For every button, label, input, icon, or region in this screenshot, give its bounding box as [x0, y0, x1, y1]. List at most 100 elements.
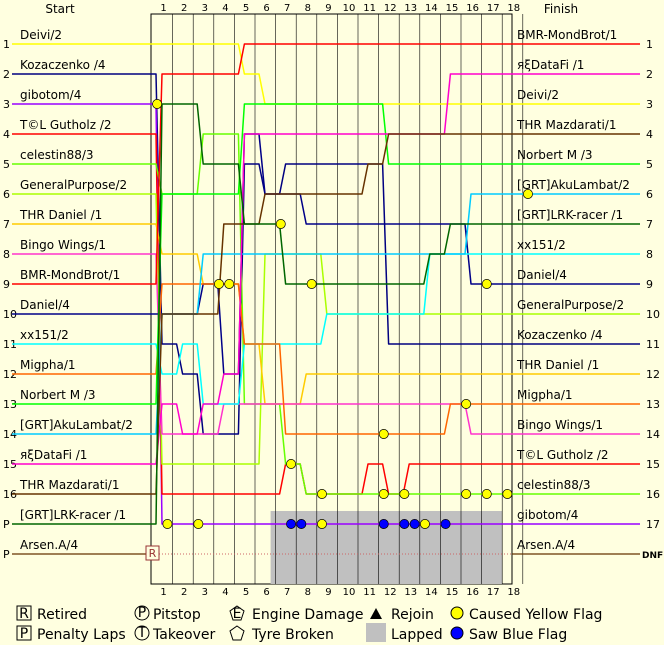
lap-tick-bottom: 6: [263, 587, 269, 598]
finish-driver-name: [GRT]AkuLambat/2: [517, 178, 630, 192]
series-line: [12, 73, 640, 465]
lap-tick-bottom: 14: [425, 587, 438, 598]
start-driver-name: Kozaczenko /4: [20, 58, 106, 72]
rejoin-triangle-icon: [370, 608, 382, 619]
series-line: [12, 43, 640, 285]
lap-ticks: 1122334455667788991010111112121313141415…: [160, 3, 520, 598]
start-position-label: P: [3, 548, 10, 561]
plot-area: [150, 13, 513, 585]
lap-tick-top: 4: [222, 3, 228, 14]
start-position-label: 5: [3, 158, 10, 171]
finish-driver-name: gibotom/4: [517, 508, 578, 522]
lap-tick-top: 18: [507, 3, 520, 14]
yellow-flag-marker: [152, 99, 163, 109]
start-position-label: 12: [3, 368, 17, 381]
blue-flag-marker: [440, 519, 451, 529]
lap-tick-top: 16: [466, 3, 479, 14]
start-driver-name: яξDataFi /1: [20, 448, 87, 462]
yellow-legend-label: Caused Yellow Flag: [469, 607, 602, 623]
lap-tick-bottom: 4: [222, 587, 228, 598]
lap-tick-top: 7: [284, 3, 290, 14]
finish-driver-name: T©L Gutholz /2: [516, 448, 609, 462]
yellow-flag-icon: [450, 606, 464, 620]
lap-tick-bottom: 1: [160, 587, 166, 598]
start-driver-name: GeneralPurpose/2: [20, 178, 127, 192]
penalty-legend-label: Penalty Laps: [37, 627, 126, 643]
start-position-label: 16: [3, 488, 17, 501]
finish-position-label: 8: [646, 248, 653, 261]
yellow-flag-marker: [317, 519, 327, 529]
legend: R Retired P Penalty Laps P Pitstop T Tak…: [16, 605, 602, 643]
start-position-label: 8: [3, 248, 10, 261]
start-driver-name: Norbert M /3: [20, 388, 96, 402]
lap-tick-top: 12: [384, 3, 397, 14]
lap-tick-top: 13: [404, 3, 417, 14]
start-driver-name: Deivi/2: [20, 28, 62, 42]
yellow-flag-marker: [502, 489, 513, 499]
finish-driver-name: яξDataFi /1: [517, 58, 584, 72]
start-position-label: P: [3, 518, 10, 531]
lap-tick-bottom: 10: [343, 587, 356, 598]
lapped-legend-label: Lapped: [391, 627, 443, 643]
grid-lines: [172, 14, 524, 584]
lap-tick-bottom: 17: [487, 587, 500, 598]
retired-legend-symbol: R: [19, 606, 29, 622]
start-driver-name: THR Daniel /1: [19, 208, 102, 222]
pitstop-legend-symbol: P: [138, 605, 146, 621]
pitstop-legend-label: Pitstop: [153, 607, 201, 623]
lap-tick-bottom: 8: [305, 587, 311, 598]
finish-position-label: 15: [646, 458, 660, 471]
blue-flag-marker: [286, 519, 296, 529]
rejoin-legend-label: Rejoin: [391, 607, 434, 623]
yellow-flag-marker: [481, 279, 492, 289]
start-position-label: 6: [3, 188, 10, 201]
lap-tick-top: 6: [263, 3, 269, 14]
start-driver-name: Bingo Wings/1: [20, 238, 106, 252]
start-position-label: 4: [3, 128, 10, 141]
finish-position-label: 13: [646, 398, 660, 411]
takeover-legend-symbol: T: [137, 625, 147, 641]
finish-driver-name: Migpha/1: [517, 388, 573, 402]
yellow-flag-marker: [378, 429, 389, 439]
yellow-flag-marker: [317, 489, 327, 499]
finish-position-label: 9: [646, 278, 653, 291]
lap-tick-bottom: 16: [466, 587, 479, 598]
finish-driver-name: Daniel/4: [517, 268, 567, 282]
start-header: Start: [45, 2, 75, 16]
finish-driver-name: GeneralPurpose/2: [517, 298, 624, 312]
yellow-flag-marker: [193, 519, 204, 529]
finish-position-label: 4: [646, 128, 653, 141]
blue-flag-icon: [450, 626, 464, 640]
lap-tick-top: 3: [202, 3, 208, 14]
takeover-legend-label: Takeover: [152, 627, 215, 643]
tyre-legend-label: Tyre Broken: [251, 627, 334, 643]
finish-position-label: 6: [646, 188, 653, 201]
finish-driver-name: Deivi/2: [517, 88, 559, 102]
finish-position-label: 7: [646, 218, 653, 231]
retired-legend-label: Retired: [37, 607, 87, 623]
finish-position-label: 1: [646, 38, 653, 51]
lap-tick-top: 11: [363, 3, 376, 14]
lap-tick-bottom: 3: [202, 587, 208, 598]
yellow-flag-marker: [378, 489, 389, 499]
lap-tick-bottom: 7: [284, 587, 290, 598]
finish-position-label: 2: [646, 68, 653, 81]
lap-tick-bottom: 15: [446, 587, 459, 598]
finish-driver-name: celestin88/3: [517, 478, 591, 492]
finish-position-label: DNF: [642, 551, 663, 561]
finish-driver-name: THR Mazdarati/1: [516, 118, 617, 132]
lap-tick-bottom: 18: [507, 587, 520, 598]
series-lines: [12, 43, 640, 555]
start-position-label: 15: [3, 458, 17, 471]
takeover-legend-icon: [134, 625, 150, 641]
series-line: [12, 103, 640, 525]
start-position-label: 11: [3, 338, 17, 351]
engine-legend-label: Engine Damage: [252, 607, 364, 623]
lap-tick-top: 8: [305, 3, 311, 14]
lap-tick-top: 14: [425, 3, 438, 14]
lap-tick-top: 2: [181, 3, 187, 14]
start-position-label: 7: [3, 218, 10, 231]
lap-tick-bottom: 5: [243, 587, 249, 598]
yellow-flag-marker: [461, 399, 472, 409]
yellow-flag-marker: [224, 279, 235, 289]
